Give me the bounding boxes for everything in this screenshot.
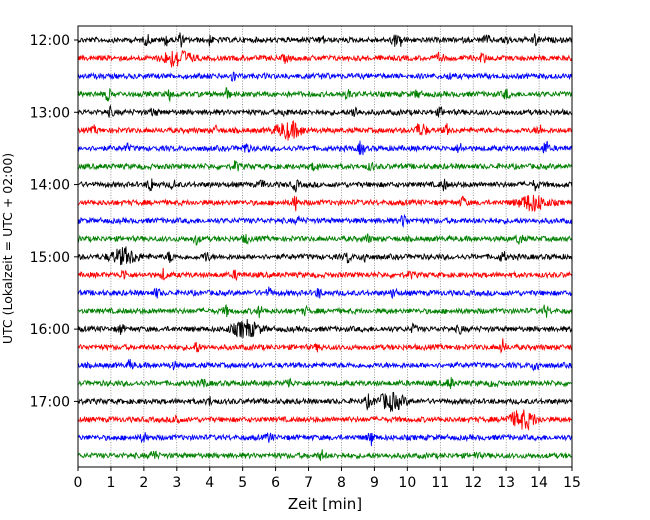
x-tick-label: 10 bbox=[398, 475, 416, 491]
trace-line bbox=[77, 160, 573, 172]
x-tick-label: 0 bbox=[74, 475, 83, 491]
trace-line bbox=[78, 432, 573, 447]
grid-lines bbox=[110, 26, 540, 467]
x-tick-label: 15 bbox=[563, 475, 581, 491]
trace-line bbox=[77, 409, 573, 431]
trace-line bbox=[77, 140, 573, 156]
y-tick-label: 13:00 bbox=[30, 105, 70, 121]
y-tick-label: 16:00 bbox=[30, 322, 70, 338]
y-tick-label: 15:00 bbox=[30, 250, 70, 266]
trace-line bbox=[77, 246, 573, 266]
trace-line bbox=[77, 319, 573, 339]
y-tick-label: 17:00 bbox=[30, 394, 70, 410]
x-tick-label: 7 bbox=[304, 475, 313, 491]
trace-line bbox=[77, 178, 573, 193]
y-tick-label: 14:00 bbox=[30, 178, 70, 194]
trace-line bbox=[77, 50, 573, 68]
plot-frame bbox=[77, 25, 573, 468]
x-tick-label: 5 bbox=[238, 475, 247, 491]
x-tick-label: 13 bbox=[497, 475, 515, 491]
x-axis-ticks: 0 1 2 3 4 5 6 7 8 9 10 11 12 13 14 15 bbox=[74, 467, 581, 491]
trace-line bbox=[77, 104, 573, 119]
x-tick-label: 11 bbox=[431, 475, 449, 491]
x-tick-label: 9 bbox=[370, 475, 379, 491]
trace-line bbox=[77, 233, 573, 246]
trace-line bbox=[77, 377, 573, 390]
trace-line bbox=[77, 304, 573, 319]
x-tick-label: 14 bbox=[530, 475, 548, 491]
trace-line bbox=[77, 391, 573, 413]
trace-line bbox=[77, 120, 573, 141]
trace-line bbox=[77, 71, 573, 82]
trace-line bbox=[77, 286, 573, 300]
trace-group bbox=[77, 32, 573, 461]
x-tick-label: 1 bbox=[106, 475, 115, 491]
y-axis-ticks: 12:00 13:00 14:00 15:00 16:00 17:00 bbox=[30, 33, 78, 410]
x-tick-label: 12 bbox=[464, 475, 482, 491]
x-tick-label: 4 bbox=[205, 475, 214, 491]
trace-line bbox=[77, 194, 573, 212]
y-axis-label: UTC (Lokalzeit = UTC + 02:00) bbox=[0, 153, 15, 344]
trace-line bbox=[77, 338, 573, 354]
x-tick-label: 2 bbox=[139, 475, 148, 491]
y-tick-label: 12:00 bbox=[30, 33, 70, 49]
x-tick-label: 6 bbox=[271, 475, 280, 491]
x-axis-label: Zeit [min] bbox=[288, 495, 362, 513]
trace-line bbox=[77, 213, 573, 228]
x-tick-label: 3 bbox=[172, 475, 181, 491]
x-tick-label: 8 bbox=[337, 475, 346, 491]
trace-line bbox=[77, 87, 573, 103]
trace-line bbox=[77, 268, 573, 281]
trace-line bbox=[77, 32, 573, 48]
trace-line bbox=[77, 358, 573, 372]
trace-line bbox=[77, 449, 573, 461]
